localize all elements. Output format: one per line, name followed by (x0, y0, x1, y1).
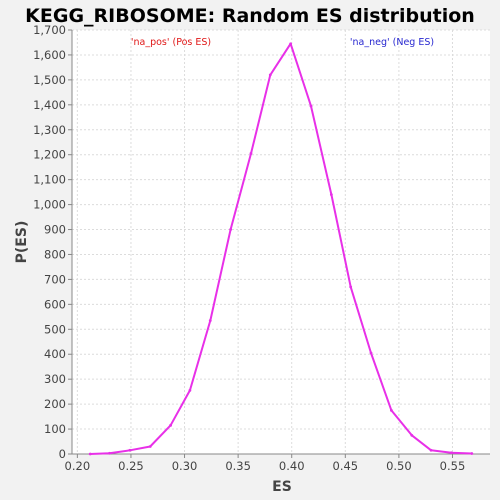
data-point (289, 42, 293, 46)
y-tick-label: 400 (44, 347, 66, 361)
y-tick-label: 100 (44, 422, 66, 436)
data-point (389, 408, 393, 412)
data-point (169, 423, 173, 427)
chart-title: KEGG_RIBOSOME: Random ES distribution (25, 5, 475, 27)
y-tick-label: 0 (59, 447, 66, 461)
data-point (208, 319, 212, 322)
y-tick-label: 1,200 (33, 148, 66, 162)
series-line (88, 42, 474, 456)
data-point (470, 452, 474, 455)
x-tick-label: 0.30 (172, 459, 198, 473)
y-tick-label: 1,500 (33, 73, 66, 87)
x-tick-label: 0.35 (225, 459, 251, 473)
x-tick-label: 0.25 (118, 459, 144, 473)
x-tick-label: 0.55 (440, 459, 466, 473)
plot-area (72, 30, 490, 454)
data-point (369, 351, 373, 355)
data-point (229, 228, 233, 231)
y-axis-label: P(ES) (14, 221, 30, 264)
x-tick-label: 0.20 (65, 459, 91, 473)
x-axis-label: ES (272, 479, 292, 495)
data-point (329, 193, 333, 197)
data-point (349, 285, 353, 289)
y-tick-label: 600 (44, 297, 66, 311)
legend-pos-label: 'na_pos' (Pos ES) (131, 37, 211, 48)
data-point (450, 451, 453, 455)
data-point (188, 389, 192, 392)
data-point (249, 152, 253, 155)
data-point (148, 445, 152, 448)
y-tick-label: 500 (44, 322, 66, 336)
y-tick-label: 1,400 (33, 98, 66, 112)
y-ticks: 0 100 200 300 400 500 600 700 800 900 1,000 1,100 1,… (33, 23, 72, 461)
y-tick-label: 1,000 (33, 198, 66, 212)
data-point (429, 448, 433, 452)
y-tick-label: 300 (44, 372, 66, 386)
y-tick-label: 1,300 (33, 123, 66, 137)
gridlines (72, 29, 490, 455)
series-polyline (90, 42, 472, 455)
y-tick-label: 1,100 (33, 173, 66, 187)
y-tick-label: 700 (44, 272, 66, 286)
data-point (268, 73, 272, 77)
data-point (108, 451, 111, 455)
data-point (410, 433, 414, 437)
y-tick-label: 200 (44, 397, 66, 411)
y-tick-label: 800 (44, 247, 66, 261)
data-point (88, 452, 92, 456)
y-tick-label: 1,700 (33, 23, 66, 37)
data-point (128, 448, 132, 452)
y-tick-label: 900 (44, 223, 66, 237)
x-tick-label: 0.50 (386, 459, 412, 473)
legend-neg-label: 'na_neg' (Neg ES) (350, 37, 434, 48)
x-ticks: 0.20 0.25 0.30 0.35 0.40 0.45 0.50 0.55 (65, 454, 466, 473)
y-tick-label: 1,600 (33, 48, 66, 62)
x-tick-label: 0.40 (279, 459, 305, 473)
x-tick-label: 0.45 (333, 459, 359, 473)
data-point (309, 104, 313, 108)
